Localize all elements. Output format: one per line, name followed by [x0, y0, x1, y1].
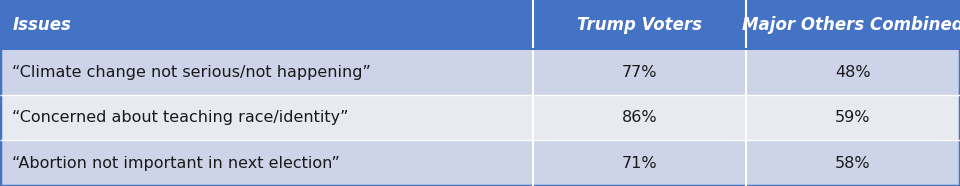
- Bar: [746, 140, 960, 186]
- Bar: [533, 49, 746, 95]
- Text: “Climate change not serious/not happening”: “Climate change not serious/not happenin…: [12, 65, 372, 80]
- Bar: [746, 0, 960, 49]
- Text: 59%: 59%: [835, 110, 871, 125]
- Text: “Concerned about teaching race/identity”: “Concerned about teaching race/identity”: [12, 110, 349, 125]
- Bar: [746, 95, 960, 140]
- Text: 71%: 71%: [621, 156, 658, 171]
- Bar: [0, 0, 533, 49]
- Text: Trump Voters: Trump Voters: [577, 16, 702, 34]
- Text: Major Others Combined: Major Others Combined: [742, 16, 960, 34]
- Text: 48%: 48%: [835, 65, 871, 80]
- Bar: [533, 95, 746, 140]
- Bar: [0, 140, 533, 186]
- Text: 86%: 86%: [621, 110, 658, 125]
- Text: “Abortion not important in next election”: “Abortion not important in next election…: [12, 156, 341, 171]
- Text: Issues: Issues: [12, 16, 71, 34]
- Bar: [533, 140, 746, 186]
- Bar: [0, 49, 533, 95]
- Bar: [533, 0, 746, 49]
- Bar: [0, 95, 533, 140]
- Bar: [746, 49, 960, 95]
- Text: 77%: 77%: [622, 65, 657, 80]
- Text: 58%: 58%: [835, 156, 871, 171]
